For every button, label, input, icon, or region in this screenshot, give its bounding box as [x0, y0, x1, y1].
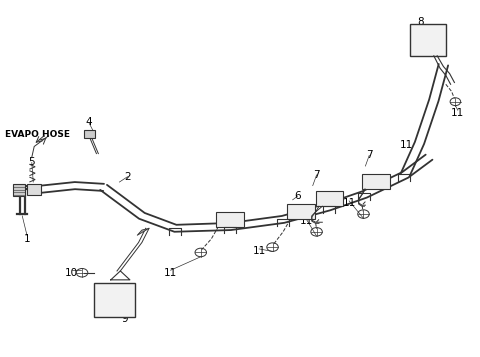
- Bar: [12, 184, 24, 196]
- Text: 11: 11: [400, 140, 413, 150]
- Bar: [84, 130, 95, 137]
- Text: 9: 9: [122, 314, 129, 324]
- Text: 7: 7: [366, 150, 372, 160]
- Text: 5: 5: [28, 157, 35, 167]
- Text: 8: 8: [418, 17, 424, 27]
- Text: 11: 11: [343, 198, 356, 208]
- Bar: [216, 212, 244, 226]
- Text: 11: 11: [451, 108, 464, 118]
- Text: EVAPO HOSE: EVAPO HOSE: [5, 130, 71, 139]
- Bar: [316, 191, 343, 206]
- Text: 11: 11: [164, 268, 177, 278]
- Bar: [94, 283, 135, 317]
- Text: 4: 4: [86, 117, 93, 127]
- Bar: [27, 184, 41, 195]
- Bar: [410, 24, 446, 56]
- Text: 10: 10: [65, 268, 78, 278]
- Text: 1: 1: [24, 234, 30, 244]
- Text: 3: 3: [229, 213, 236, 223]
- Text: 6: 6: [294, 191, 301, 201]
- Text: 2: 2: [124, 172, 131, 182]
- Bar: [287, 205, 315, 220]
- Polygon shape: [137, 228, 149, 235]
- Bar: [362, 174, 390, 189]
- Text: 11: 11: [300, 216, 312, 226]
- Text: 11: 11: [252, 246, 266, 256]
- Text: 7: 7: [313, 170, 320, 180]
